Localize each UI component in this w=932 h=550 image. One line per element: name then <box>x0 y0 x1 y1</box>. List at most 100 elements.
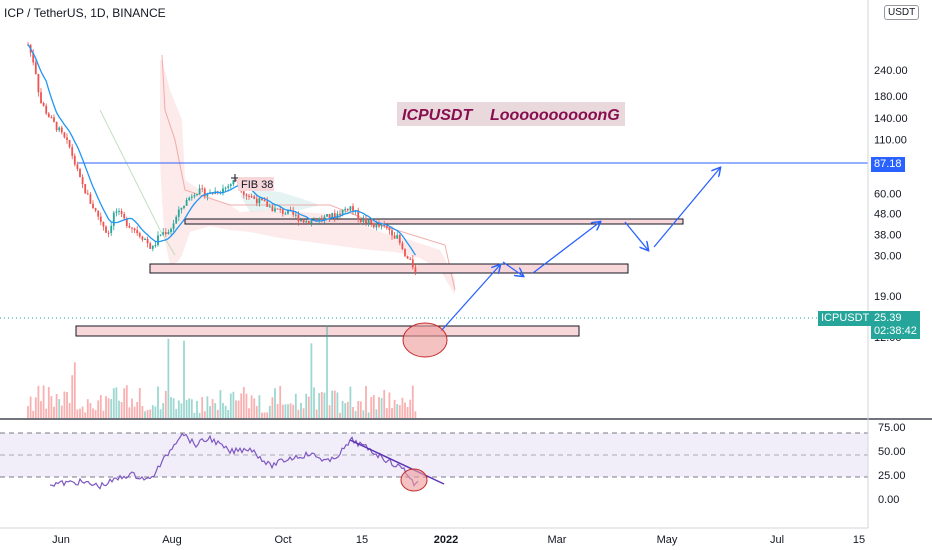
candle-body-133 <box>372 223 375 228</box>
volume-bar-31 <box>107 398 110 418</box>
candle-body-31 <box>107 232 110 234</box>
candle-body-39 <box>128 226 131 228</box>
volume-bar-18 <box>73 362 76 418</box>
candle-body-138 <box>385 226 388 228</box>
candle-body-58 <box>177 209 180 217</box>
volume-bar-33 <box>112 388 115 418</box>
candle-body-27 <box>97 210 100 217</box>
volume-bar-144 <box>401 397 404 418</box>
candle-body-87 <box>253 196 256 199</box>
currency-selector[interactable]: USDT <box>884 5 920 20</box>
rsi-axis[interactable]: 75.00 50.00 25.00 0.00 <box>878 422 906 506</box>
volume-bar-136 <box>380 397 383 418</box>
volume-bar-15 <box>66 392 68 418</box>
candle-body-108 <box>307 221 310 224</box>
candle-body-145 <box>404 249 406 257</box>
volume-bar-111 <box>315 409 318 418</box>
candle-body-105 <box>300 219 302 222</box>
projection-arrows[interactable] <box>440 168 720 332</box>
candle-body-113 <box>320 218 323 220</box>
volume-bar-104 <box>297 409 300 418</box>
volume-bar-97 <box>279 385 282 418</box>
time-tick-1: Aug <box>162 534 182 546</box>
candle-body-83 <box>242 191 245 195</box>
candle-body-41 <box>133 228 136 231</box>
volume-bar-61 <box>185 400 188 418</box>
volume-bar-134 <box>375 409 378 418</box>
volume-bar-143 <box>398 405 401 418</box>
candle-body-38 <box>125 218 128 227</box>
candle-body-86 <box>250 196 253 198</box>
last-price-tag: 25.39 02:38:42 <box>871 311 920 339</box>
candle-body-128 <box>359 219 362 222</box>
time-axis[interactable]: Jun Aug Oct 15 2022 Mar May Jul 15 <box>52 534 865 546</box>
candle-body-33 <box>112 212 115 226</box>
volume-bar-78 <box>229 393 232 418</box>
candlesticks[interactable] <box>27 42 417 276</box>
volume-bar-118 <box>333 390 336 418</box>
volume-bar-117 <box>331 390 334 418</box>
volume-bar-9 <box>50 396 53 418</box>
moving-average-line <box>27 44 416 256</box>
rsi-pane[interactable] <box>0 432 868 492</box>
candle-body-54 <box>167 232 170 235</box>
volume-bar-130 <box>365 385 367 418</box>
candle-body-9 <box>50 117 53 119</box>
candle-body-61 <box>185 200 188 206</box>
candle-body-135 <box>378 223 380 227</box>
volume-bar-57 <box>175 409 178 418</box>
candle-body-48 <box>151 245 154 249</box>
volume-bar-30 <box>105 396 107 418</box>
volume-bar-34 <box>115 387 118 418</box>
candle-body-112 <box>318 218 321 222</box>
volume-bar-141 <box>393 399 396 418</box>
candle-body-63 <box>190 196 193 198</box>
candle-body-107 <box>305 221 308 223</box>
rsi-trendline[interactable] <box>349 439 445 485</box>
volume-bar-1 <box>29 396 32 418</box>
volume-bar-41 <box>133 406 136 418</box>
volume-bar-60 <box>183 340 185 418</box>
volume-bar-124 <box>349 386 352 418</box>
candle-body-42 <box>136 230 139 234</box>
volume-bar-80 <box>235 400 237 418</box>
candle-body-100 <box>287 209 289 214</box>
time-tick-5: Mar <box>548 534 567 546</box>
volume-bar-68 <box>203 411 206 418</box>
volume-bar-24 <box>89 403 92 418</box>
highlight-rsi-ellipse[interactable] <box>400 468 428 492</box>
volume-bar-5 <box>40 401 42 418</box>
price-axis[interactable]: 240.00180.00140.00110.0080.0060.0048.003… <box>874 65 908 344</box>
volume-bar-142 <box>396 404 399 418</box>
volume-bar-53 <box>164 390 167 418</box>
idea-title[interactable]: ICPUSDT LoooooooooonG <box>402 107 620 124</box>
time-tick-4: 2022 <box>434 534 458 546</box>
volume-bar-47 <box>149 409 152 418</box>
volume-bar-140 <box>391 408 393 418</box>
volume-bar-56 <box>172 398 175 418</box>
zone-middle <box>149 263 629 274</box>
volume-bar-91 <box>263 412 266 418</box>
support-resistance-zones[interactable] <box>75 218 684 337</box>
volume-bar-36 <box>120 402 123 418</box>
volume-bar-58 <box>177 400 180 418</box>
chart-header-title[interactable]: ICP / TetherUS, 1D, BINANCE <box>4 6 166 20</box>
volume-bar-120 <box>339 412 341 418</box>
candle-body-22 <box>84 184 87 194</box>
volume-bar-145 <box>404 402 406 418</box>
volume-bar-23 <box>86 399 89 418</box>
volume-bar-112 <box>318 393 321 418</box>
candle-body-60 <box>183 205 185 208</box>
highlight-price-ellipse[interactable] <box>402 322 448 358</box>
candle-body-97 <box>279 209 282 211</box>
volume-bar-148 <box>411 385 414 418</box>
volume-bar-32 <box>110 399 113 418</box>
volume-bar-48 <box>151 405 154 418</box>
time-tick-3: 15 <box>356 534 368 546</box>
volume-bar-42 <box>136 401 139 418</box>
candle-body-20 <box>79 169 81 178</box>
candle-body-62 <box>188 197 191 201</box>
volume-bar-114 <box>323 392 326 418</box>
volume-bar-51 <box>159 409 162 418</box>
